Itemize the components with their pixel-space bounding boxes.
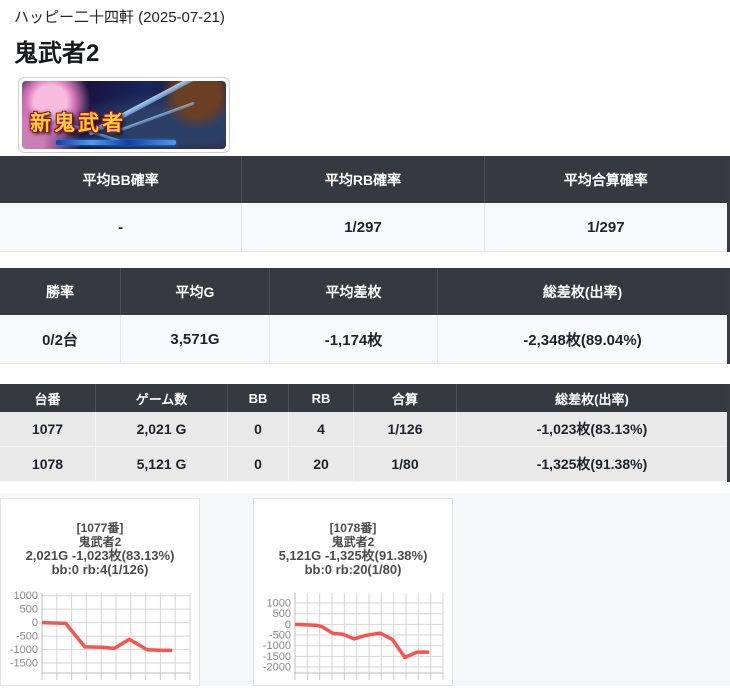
column-header: RB — [289, 384, 354, 412]
column-header: 勝率 — [0, 268, 121, 315]
svg-text:500: 500 — [20, 604, 38, 616]
table-cell: 0/2台 — [0, 315, 121, 364]
chart-title-line: bb:0 rb:20(1/80) — [304, 562, 402, 577]
svg-text:500: 500 — [273, 608, 291, 620]
table-row: 1077 2,021 G 0 4 1/126 -1,023枚(83.13%) — [0, 412, 727, 447]
machine-banner-art: 新鬼武者 — [22, 81, 226, 149]
table-header-row: 勝率 平均G 平均差枚 総差枚(出率) — [0, 268, 727, 315]
column-header: 平均G — [121, 268, 270, 315]
table-cell: 2,021 G — [96, 412, 228, 447]
page-header: ハッピー二十四軒 (2025-07-21) 鬼武者2 新鬼武者 — [0, 0, 730, 153]
table-row: -1/297 1/297 — [0, 203, 727, 252]
table-cell: 5,121 G — [96, 447, 228, 482]
table-cell: 0 — [228, 412, 289, 447]
column-header: 総差枚(出率) — [457, 384, 727, 412]
chart-title-block: [1077番] 鬼武者2 2,021G -1,023枚(83.13%) bb:0 rb… — [1, 521, 199, 577]
hall-date-line: ハッピー二十四軒 (2025-07-21) — [14, 9, 225, 26]
probability-table: 平均BB確率 平均RB確率 平均合算確率 -1/297 1/297 — [0, 156, 730, 252]
table-cell: 20 — [289, 447, 354, 482]
banner-subtitle-bar — [56, 140, 176, 145]
table-cell: 3,571G — [121, 315, 270, 364]
table-cell: 1077 — [0, 412, 96, 447]
chart-title-line: [1077番] — [76, 521, 124, 535]
table-cell: 1/297 — [242, 203, 485, 252]
table-cell: -1,023枚(83.13%) — [457, 412, 727, 447]
slump-charts-section: [1077番] 鬼武者2 2,021G -1,023枚(83.13%) bb:0 rb… — [0, 493, 730, 691]
chart-title-line: [1078番] — [329, 521, 377, 535]
table-cell: 1/80 — [354, 447, 457, 482]
column-header: ゲーム数 — [96, 384, 228, 412]
table-cell: - — [0, 203, 243, 252]
svg-text:-1000: -1000 — [10, 644, 38, 656]
machine-banner[interactable]: 新鬼武者 — [18, 77, 230, 153]
svg-text:-500: -500 — [269, 630, 291, 642]
table-header-row: 平均BB確率 平均RB確率 平均合算確率 — [0, 156, 727, 203]
table-cell: 1/297 — [484, 203, 727, 252]
table-header-row: 台番 ゲーム数 BB RB 合算 総差枚(出率) — [0, 384, 727, 412]
chart-title-block: [1078番] 鬼武者2 5,121G -1,325枚(91.38%) bb:0 rb… — [254, 521, 452, 577]
svg-text:-500: -500 — [16, 631, 38, 643]
svg-text:-1500: -1500 — [263, 651, 291, 663]
svg-text:1000: 1000 — [267, 598, 291, 610]
svg-text:0: 0 — [285, 619, 291, 631]
summary-table: 勝率 平均G 平均差枚 総差枚(出率) 0/2台 3,571G -1,174枚 -2,348枚… — [0, 268, 730, 364]
svg-text:0: 0 — [32, 617, 38, 629]
column-header: 合算 — [354, 384, 457, 412]
svg-text:-1000: -1000 — [263, 640, 291, 652]
table-row: 1078 5,121 G 0 20 1/80 -1,325枚(91.38%) — [0, 447, 727, 482]
column-header: 台番 — [0, 384, 96, 412]
machines-table: 台番 ゲーム数 BB RB 合算 総差枚(出率) 1077 2,021 G 0 4 1/126 -1,… — [0, 384, 730, 482]
table-cell: -1,325枚(91.38%) — [457, 447, 727, 482]
chart-card-1078: [1078番] 鬼武者2 5,121G -1,325枚(91.38%) bb:0 rb… — [253, 498, 453, 686]
table-cell: 1/126 — [354, 412, 457, 447]
column-header: 平均差枚 — [270, 268, 438, 315]
chart-title-line: 2,021G -1,023枚(83.13%) — [25, 548, 175, 563]
table-cell: -1,174枚 — [270, 315, 438, 364]
chart-title-line: 5,121G -1,325枚(91.38%) — [278, 548, 428, 563]
column-header: 総差枚(出率) — [438, 268, 727, 315]
table-cell: 0 — [228, 447, 289, 482]
chart-title-line: 鬼武者2 — [78, 535, 122, 549]
chart-title-line: bb:0 rb:4(1/126) — [51, 562, 149, 577]
page-title: 鬼武者2 — [14, 40, 100, 67]
svg-text:-1500: -1500 — [10, 658, 38, 670]
svg-text:1000: 1000 — [14, 590, 38, 602]
banner-logo-text: 新鬼武者 — [30, 112, 126, 135]
table-row: 0/2台 3,571G -1,174枚 -2,348枚(89.04%) — [0, 315, 727, 364]
chart-card-1077: [1077番] 鬼武者2 2,021G -1,023枚(83.13%) bb:0 rb… — [0, 498, 200, 686]
column-header: 平均BB確率 — [0, 156, 243, 203]
column-header: 平均RB確率 — [242, 156, 485, 203]
column-header: 平均合算確率 — [484, 156, 727, 203]
table-cell: -2,348枚(89.04%) — [438, 315, 727, 364]
chart-title-line: 鬼武者2 — [331, 535, 375, 549]
table-cell: 4 — [289, 412, 354, 447]
svg-text:-2000: -2000 — [263, 662, 291, 674]
table-cell: 1078 — [0, 447, 96, 482]
column-header: BB — [228, 384, 289, 412]
